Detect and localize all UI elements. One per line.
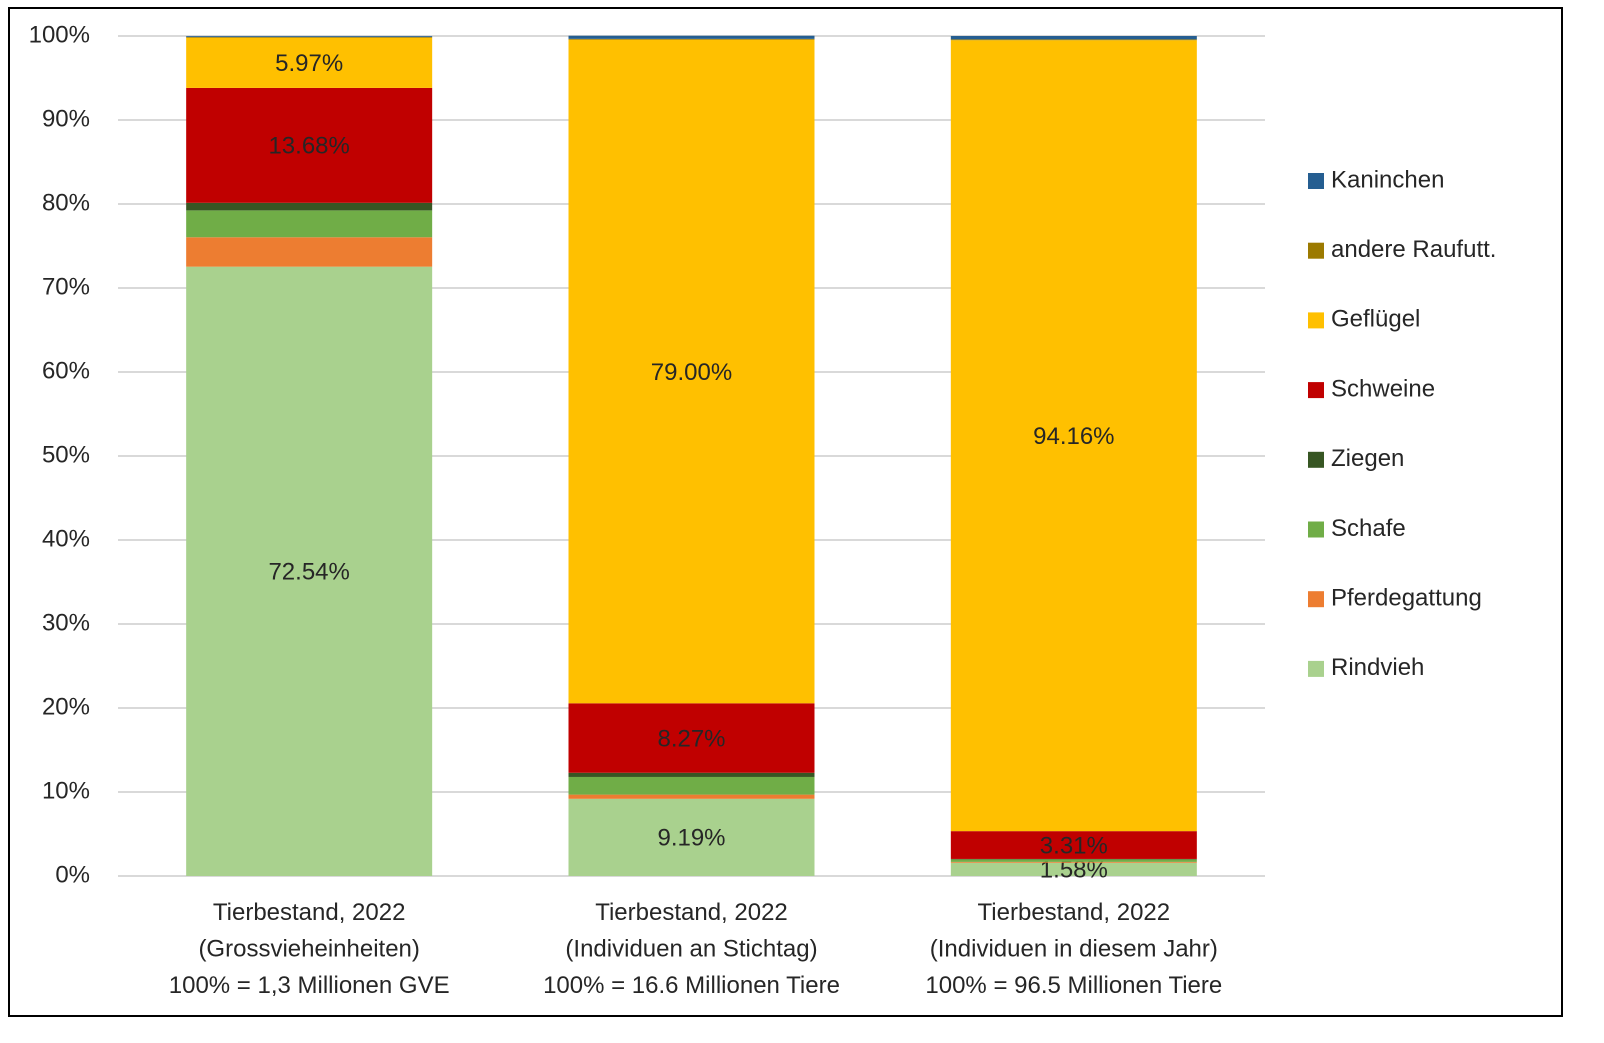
bar-segment [569,773,815,777]
y-tick-label: 100% [29,21,90,48]
data-label: 5.97% [275,50,343,77]
y-tick-label: 60% [42,357,90,384]
legend-label: Ziegen [1331,445,1404,472]
bar-segment [951,39,1197,40]
y-tick-label: 70% [42,273,90,300]
legend-label: Schafe [1331,515,1406,542]
legend-swatch [1308,661,1324,677]
bar-segment [951,36,1197,39]
y-tick-label: 80% [42,189,90,216]
data-label: 8.27% [657,725,725,752]
legend-label: Geflügel [1331,306,1420,333]
y-tick-label: 40% [42,525,90,552]
data-label: 72.54% [268,559,349,586]
legend-swatch [1308,382,1324,398]
x-tick-label: Tierbestand, 2022(Grossvieheinheiten)100… [169,899,450,999]
legend-label: Schweine [1331,375,1435,402]
x-tick-label: Tierbestand, 2022(Individuen an Stichtag… [543,899,840,999]
legend-label: andere Raufutt. [1331,236,1496,263]
y-tick-label: 10% [42,777,90,804]
y-tick-label: 50% [42,441,90,468]
data-label: 9.19% [657,825,725,852]
bar-segment [951,862,1197,863]
data-label: 13.68% [268,133,349,160]
bar-segment [186,203,432,211]
legend-swatch [1308,522,1324,538]
legend-label: Rindvieh [1331,654,1424,681]
legend-label: Pferdegattung [1331,585,1482,612]
bar-segment [186,36,432,37]
legend-label: Kaninchen [1331,166,1444,193]
y-tick-label: 20% [42,693,90,720]
data-label: 79.00% [651,359,732,386]
y-tick-label: 30% [42,609,90,636]
data-label: 3.31% [1040,832,1108,859]
bar-segment [951,859,1197,862]
legend-swatch [1308,312,1324,328]
x-tick-label: Tierbestand, 2022(Individuen in diesem J… [925,899,1222,999]
bar-segment [186,210,432,237]
bar-segment [569,777,815,795]
bar-segment [569,39,815,40]
legend-swatch [1308,452,1324,468]
y-tick-label: 90% [42,105,90,132]
y-tick-label: 0% [55,861,90,888]
bar-segment [569,795,815,799]
bar-segment [569,36,815,39]
data-label: 94.16% [1033,423,1114,450]
bar-segment [186,237,432,266]
legend-swatch [1308,591,1324,607]
legend-swatch [1308,173,1324,189]
bar-segment [186,37,432,38]
legend-swatch [1308,243,1324,259]
